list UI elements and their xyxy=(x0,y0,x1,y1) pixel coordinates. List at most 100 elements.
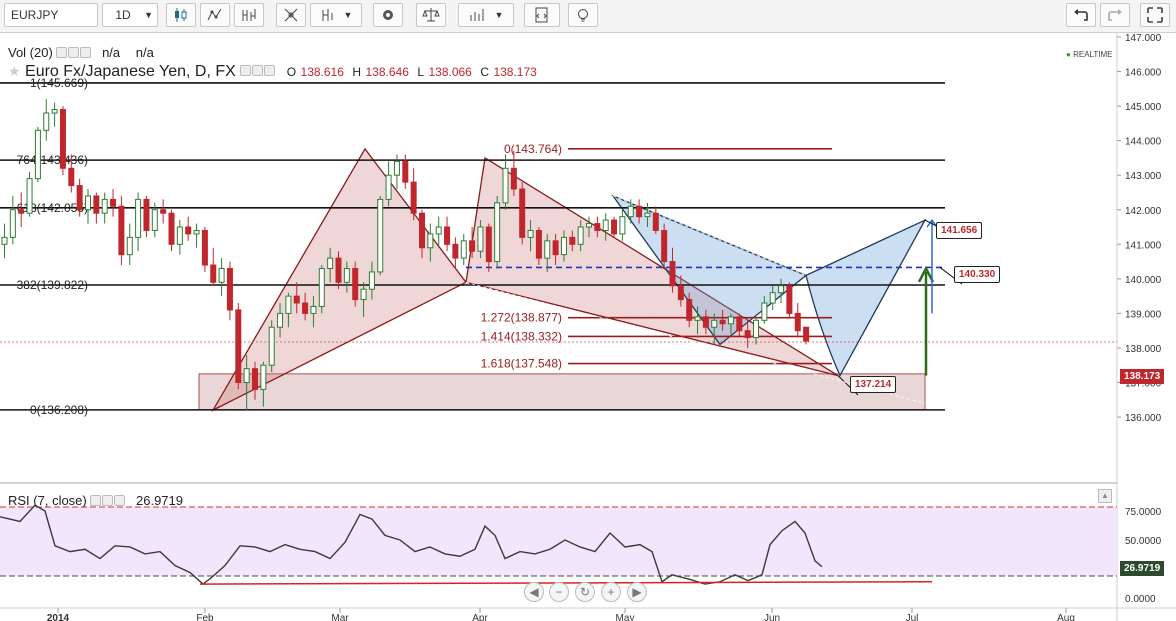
compare-button[interactable] xyxy=(200,3,230,27)
fullscreen-button[interactable] xyxy=(1140,3,1170,27)
rsi-polyline xyxy=(0,504,823,585)
strategy-dropdown[interactable]: ▼ xyxy=(458,3,514,27)
candle-body xyxy=(544,240,551,259)
rsi-label: RSI (7, close) xyxy=(8,493,87,508)
candle-body xyxy=(352,267,359,301)
candle-body xyxy=(268,326,275,366)
plus-icon: + xyxy=(607,585,615,599)
candle-body xyxy=(168,212,175,245)
star-icon[interactable]: ★ xyxy=(8,63,21,80)
candle-body xyxy=(586,223,592,228)
candles-icon xyxy=(175,8,187,22)
rsi-line xyxy=(0,504,933,585)
top-toolbar: EURJPY 1D ▼ ▼ ▼ xyxy=(0,0,1176,33)
candle-body xyxy=(527,229,534,238)
indicators-button[interactable] xyxy=(234,3,264,27)
candle-body xyxy=(402,160,409,183)
undo-button[interactable] xyxy=(1066,3,1096,27)
redo-button[interactable] xyxy=(1100,3,1130,27)
rsi-value: 26.9719 xyxy=(136,493,183,508)
candle-body xyxy=(360,288,367,301)
arrow-left-icon: ◀ xyxy=(529,585,539,599)
script-icon xyxy=(535,7,548,23)
candle-body xyxy=(368,271,375,290)
candle-body xyxy=(93,195,100,214)
candle-body xyxy=(769,292,776,304)
interval-select[interactable]: 1D ▼ xyxy=(102,3,158,27)
redo-icon xyxy=(1108,9,1122,21)
candle-body xyxy=(85,195,91,211)
candle-body xyxy=(736,316,743,332)
candle-body xyxy=(34,129,41,180)
symbol-input[interactable]: EURJPY xyxy=(4,3,98,27)
candle-body xyxy=(652,212,659,231)
vol-legend-buttons[interactable] xyxy=(56,46,92,61)
candle-body xyxy=(786,285,793,314)
candle-body xyxy=(377,198,384,273)
symbol-legend-buttons[interactable] xyxy=(240,63,276,81)
drawing-icon xyxy=(284,8,298,22)
price-axis-label: 144.000 xyxy=(1125,137,1162,148)
ext-label-1: 1.272(138.877) xyxy=(481,311,562,325)
time-axis: 2014 Feb Mar Apr May Jun Jul Aug xyxy=(47,608,1075,621)
current-price-tag: 138.173 xyxy=(1120,369,1165,384)
price-axis-label: 147.000 xyxy=(1125,33,1162,44)
candle-body xyxy=(460,240,467,259)
arrow-right-icon: ▶ xyxy=(632,585,642,599)
vol-legend: Vol (20) n/a n/a xyxy=(8,45,154,61)
candle-body xyxy=(694,316,701,321)
zoom-out-button[interactable]: − xyxy=(549,582,569,602)
rsi-band xyxy=(0,507,1117,576)
reset-button[interactable]: ↻ xyxy=(575,582,595,602)
candle-body xyxy=(176,226,183,245)
time-axis-label: Aug xyxy=(1057,613,1075,621)
candle-body xyxy=(318,267,325,307)
high-label: H xyxy=(352,65,362,80)
script-button[interactable] xyxy=(524,3,560,27)
drawing-button[interactable] xyxy=(276,3,306,27)
fib-label-1: 764(143.436) xyxy=(17,153,88,167)
candle-body xyxy=(636,205,643,218)
rsi-axis-label: 50.0000 xyxy=(1125,536,1162,547)
candle-body xyxy=(76,185,83,211)
tools-dropdown[interactable]: ▼ xyxy=(310,3,362,27)
scroll-left-button[interactable]: ◀ xyxy=(524,582,544,602)
candle-body xyxy=(560,236,567,256)
idea-button[interactable] xyxy=(568,3,598,27)
price-axis-label: 145.000 xyxy=(1125,102,1162,113)
green-arrow-head xyxy=(917,265,935,283)
blue-arrow-head xyxy=(926,218,938,228)
candle-body xyxy=(252,368,258,390)
symbol-legend: ★ Euro Fx/Japanese Yen, D, FX O 138.616 … xyxy=(8,63,537,81)
realtime-indicator: ● REALTIME xyxy=(1066,50,1113,59)
candle-body xyxy=(644,212,651,218)
vol-value-2: n/a xyxy=(135,45,154,60)
candle-body xyxy=(569,236,576,245)
price-axis: 147.000 146.000 145.000 144.000 143.000 142.0… xyxy=(1117,33,1162,605)
candle-body xyxy=(293,295,300,304)
high-value: 138.646 xyxy=(365,65,409,80)
candle-body xyxy=(502,167,509,204)
candle-body xyxy=(193,229,200,235)
candle-body xyxy=(510,167,517,190)
candle-body xyxy=(260,364,267,390)
price-axis-label: 142.000 xyxy=(1125,206,1162,217)
candle-body xyxy=(627,205,634,218)
interval-text: 1D xyxy=(115,8,131,22)
price-chart[interactable]: 1(145.669) 764(143.436) 618(142.055) 382(13… xyxy=(0,33,1176,621)
candle-body xyxy=(385,174,392,200)
zoom-in-button[interactable]: + xyxy=(601,582,621,602)
candles-button[interactable] xyxy=(166,3,196,27)
fib-label-4: 0(136.208) xyxy=(30,403,88,417)
settings-button[interactable] xyxy=(373,3,403,27)
candle-body xyxy=(469,240,476,252)
fib-label-0: 1(145.669) xyxy=(30,76,88,90)
candle-body xyxy=(577,226,584,245)
scroll-right-button[interactable]: ▶ xyxy=(627,582,647,602)
rsi-legend-buttons[interactable] xyxy=(90,494,126,509)
candle-body xyxy=(51,109,58,114)
pane-maximize-button[interactable]: ▲ xyxy=(1098,489,1112,503)
balance-button[interactable] xyxy=(416,3,446,27)
indicators-icon xyxy=(242,9,256,21)
candle-body xyxy=(477,226,484,252)
